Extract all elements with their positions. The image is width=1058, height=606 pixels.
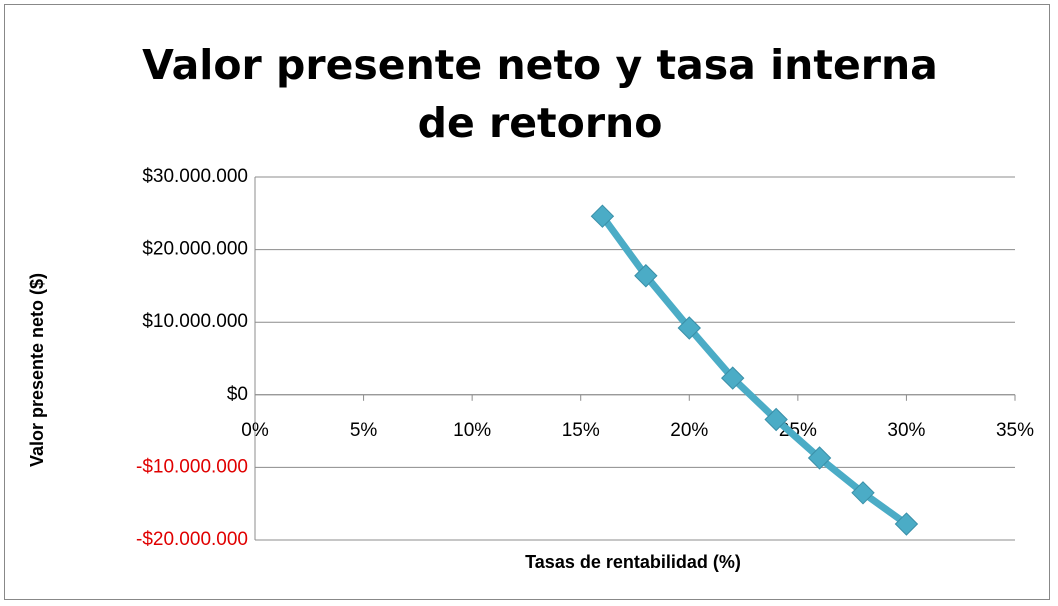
data-point [590,204,615,228]
data-point [677,316,701,340]
data-point [764,407,788,432]
chart-title: Valor presente neto y tasa interna de re… [142,41,938,147]
x-tick-label: 20% [670,420,708,441]
y-tick-label: $0 [227,384,248,405]
data-point [851,481,875,505]
y-tick-label: $20.000.000 [142,239,248,260]
y-axis-title: Valor presente neto ($) [27,273,47,467]
y-tick-label: $10.000.000 [142,311,248,332]
x-tick-label: 5% [350,420,378,441]
x-tick-label: 30% [887,420,925,441]
x-tick-label: 35% [996,420,1034,441]
data-point [721,366,745,390]
data-point [634,264,658,288]
y-tick-label: -$10.000.000 [136,456,248,477]
data-point [894,512,919,536]
x-tick-label: 10% [453,420,491,441]
x-tick-label: 0% [241,420,269,441]
x-axis-title: Tasas de rentabilidad (%) [525,552,741,572]
series-line [599,214,909,527]
y-tick-label: $30.000.000 [142,166,248,187]
data-point [807,446,832,470]
x-tick-label: 15% [562,420,600,441]
x-tick-label: 25% [779,420,817,441]
y-tick-label: -$20.000.000 [136,529,248,550]
chart-frame [4,4,1050,600]
